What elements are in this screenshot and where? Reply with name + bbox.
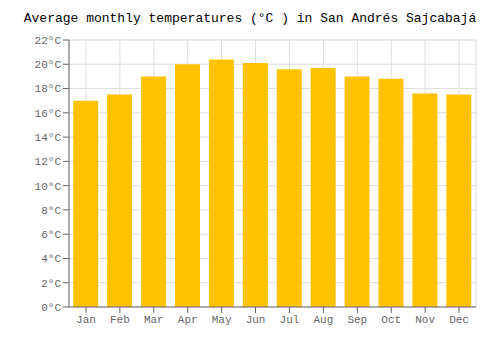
svg-text:0°C: 0°C [41,302,61,314]
svg-text:12°C: 12°C [35,156,62,168]
svg-text:22°C: 22°C [35,35,62,47]
svg-text:Apr: Apr [178,314,198,326]
svg-text:Nov: Nov [415,314,435,326]
svg-text:Jun: Jun [246,314,266,326]
svg-text:2°C: 2°C [41,278,61,290]
svg-text:6°C: 6°C [41,229,61,241]
svg-text:10°C: 10°C [35,181,62,193]
svg-text:Feb: Feb [110,314,130,326]
svg-text:20°C: 20°C [35,59,62,71]
svg-text:Sep: Sep [347,314,367,326]
svg-text:May: May [212,314,232,326]
svg-text:18°C: 18°C [35,83,62,95]
svg-text:4°C: 4°C [41,253,61,265]
svg-text:14°C: 14°C [35,132,62,144]
svg-text:Dec: Dec [449,314,469,326]
svg-text:Oct: Oct [381,314,401,326]
svg-text:8°C: 8°C [41,205,61,217]
html-text:Average monthly temperatures (: Average monthly temperatures (°C ) in Sa… [23,11,477,26]
svg-text:Aug: Aug [313,314,333,326]
svg-text:Jul: Jul [280,314,300,326]
svg-text:Mar: Mar [144,314,164,326]
svg-text:16°C: 16°C [35,108,62,120]
svg-text:Jan: Jan [76,314,96,326]
